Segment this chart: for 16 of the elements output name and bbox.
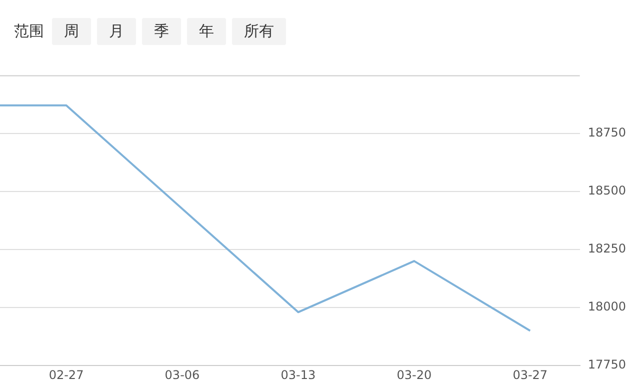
text: 所有 bbox=[232, 18, 286, 44]
y-tick-label: 17750 bbox=[588, 358, 626, 372]
x-tick-label: 03-27 bbox=[512, 368, 548, 382]
y-tick-label: 18500 bbox=[588, 183, 626, 198]
x-tick-label: 02-27 bbox=[48, 368, 84, 382]
y-tick-label: 18750 bbox=[588, 125, 626, 140]
x-tick-label: 03-20 bbox=[396, 368, 432, 382]
y-tick-label: 18000 bbox=[588, 300, 626, 314]
text: 年 bbox=[187, 18, 226, 44]
x-tick-label: 03-06 bbox=[164, 368, 200, 382]
text: 季 bbox=[142, 18, 181, 44]
text: 周 bbox=[52, 18, 91, 44]
text: 月 bbox=[97, 18, 136, 44]
text: 范围 bbox=[13, 20, 45, 42]
y-tick-label: 18250 bbox=[588, 242, 626, 256]
x-tick-label: 03-13 bbox=[280, 368, 316, 382]
